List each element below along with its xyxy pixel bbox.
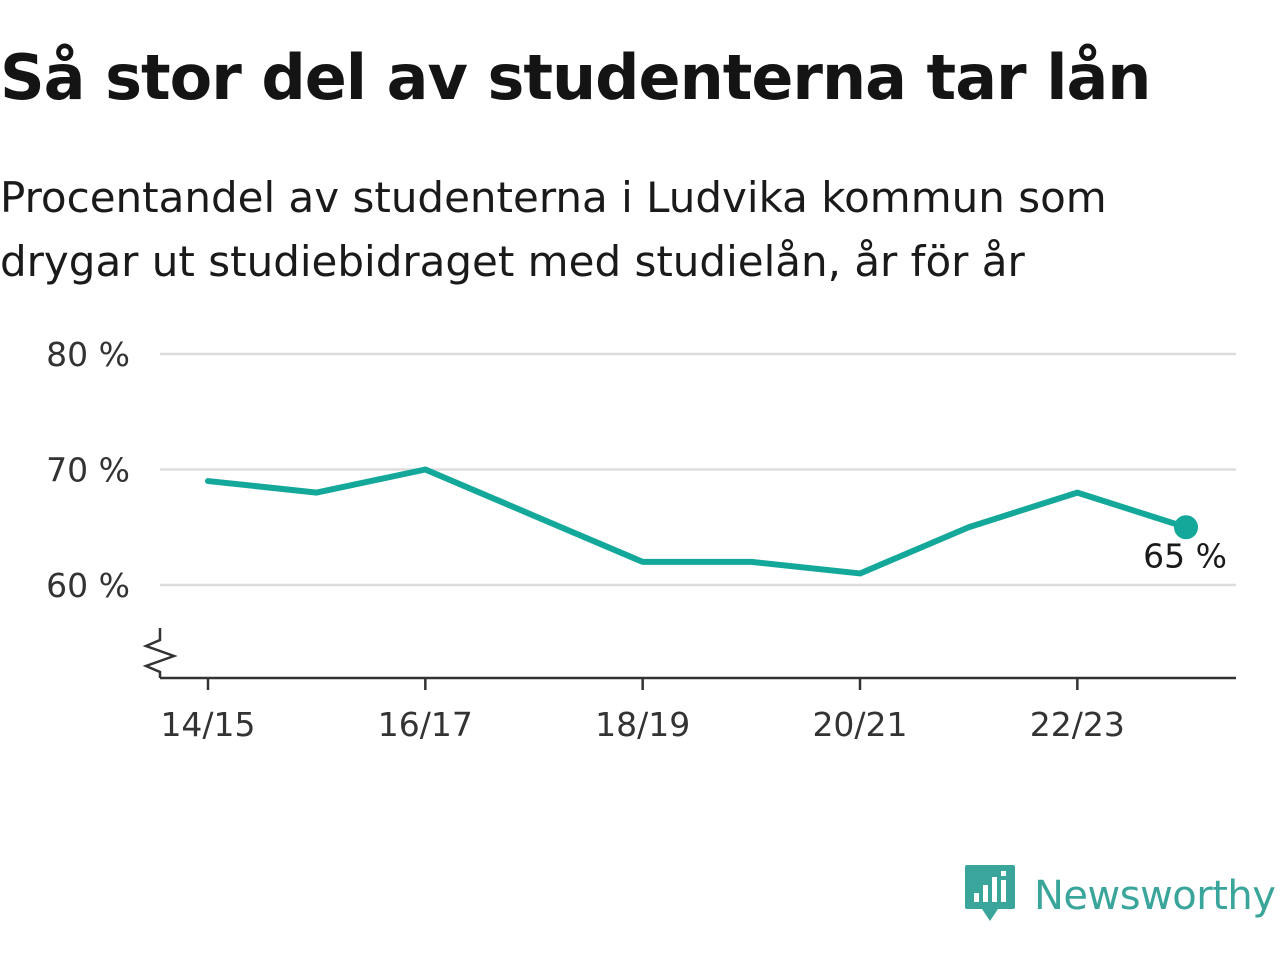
gridlines xyxy=(160,352,1236,587)
x-tick-label: 22/23 xyxy=(1030,705,1125,744)
series-line-path xyxy=(205,466,1189,577)
y-axis-ticks: 60 % 70 % 80 % xyxy=(46,335,130,605)
series-line: 65 % xyxy=(205,466,1227,577)
x-tick-label: 20/21 xyxy=(812,705,907,744)
chart-title: Så stor del av studenterna tar lån xyxy=(0,41,1151,114)
subtitle-line-2: drygar ut studiebidraget med studielån, … xyxy=(0,237,1025,286)
axis-break-icon xyxy=(142,628,178,678)
chart-subtitle: Procentandel av studenterna i Ludvika ko… xyxy=(0,166,1270,294)
y-tick-label: 80 % xyxy=(46,335,130,374)
y-tick-label: 70 % xyxy=(46,451,130,490)
newsworthy-logo-icon xyxy=(964,863,1016,929)
end-point xyxy=(1174,515,1198,540)
x-tick-label: 18/19 xyxy=(595,705,690,744)
end-value-label: 65 % xyxy=(1143,536,1227,575)
newsworthy-brand: Newsworthy xyxy=(964,863,1276,929)
brand-name: Newsworthy xyxy=(1034,873,1276,919)
x-tick-label: 14/15 xyxy=(160,705,255,744)
x-axis: 14/15 16/17 18/19 20/21 22/23 xyxy=(142,628,1236,744)
x-tick-label: 16/17 xyxy=(378,705,473,744)
subtitle-line-1: Procentandel av studenterna i Ludvika ko… xyxy=(0,173,1107,222)
y-tick-label: 60 % xyxy=(46,566,130,605)
